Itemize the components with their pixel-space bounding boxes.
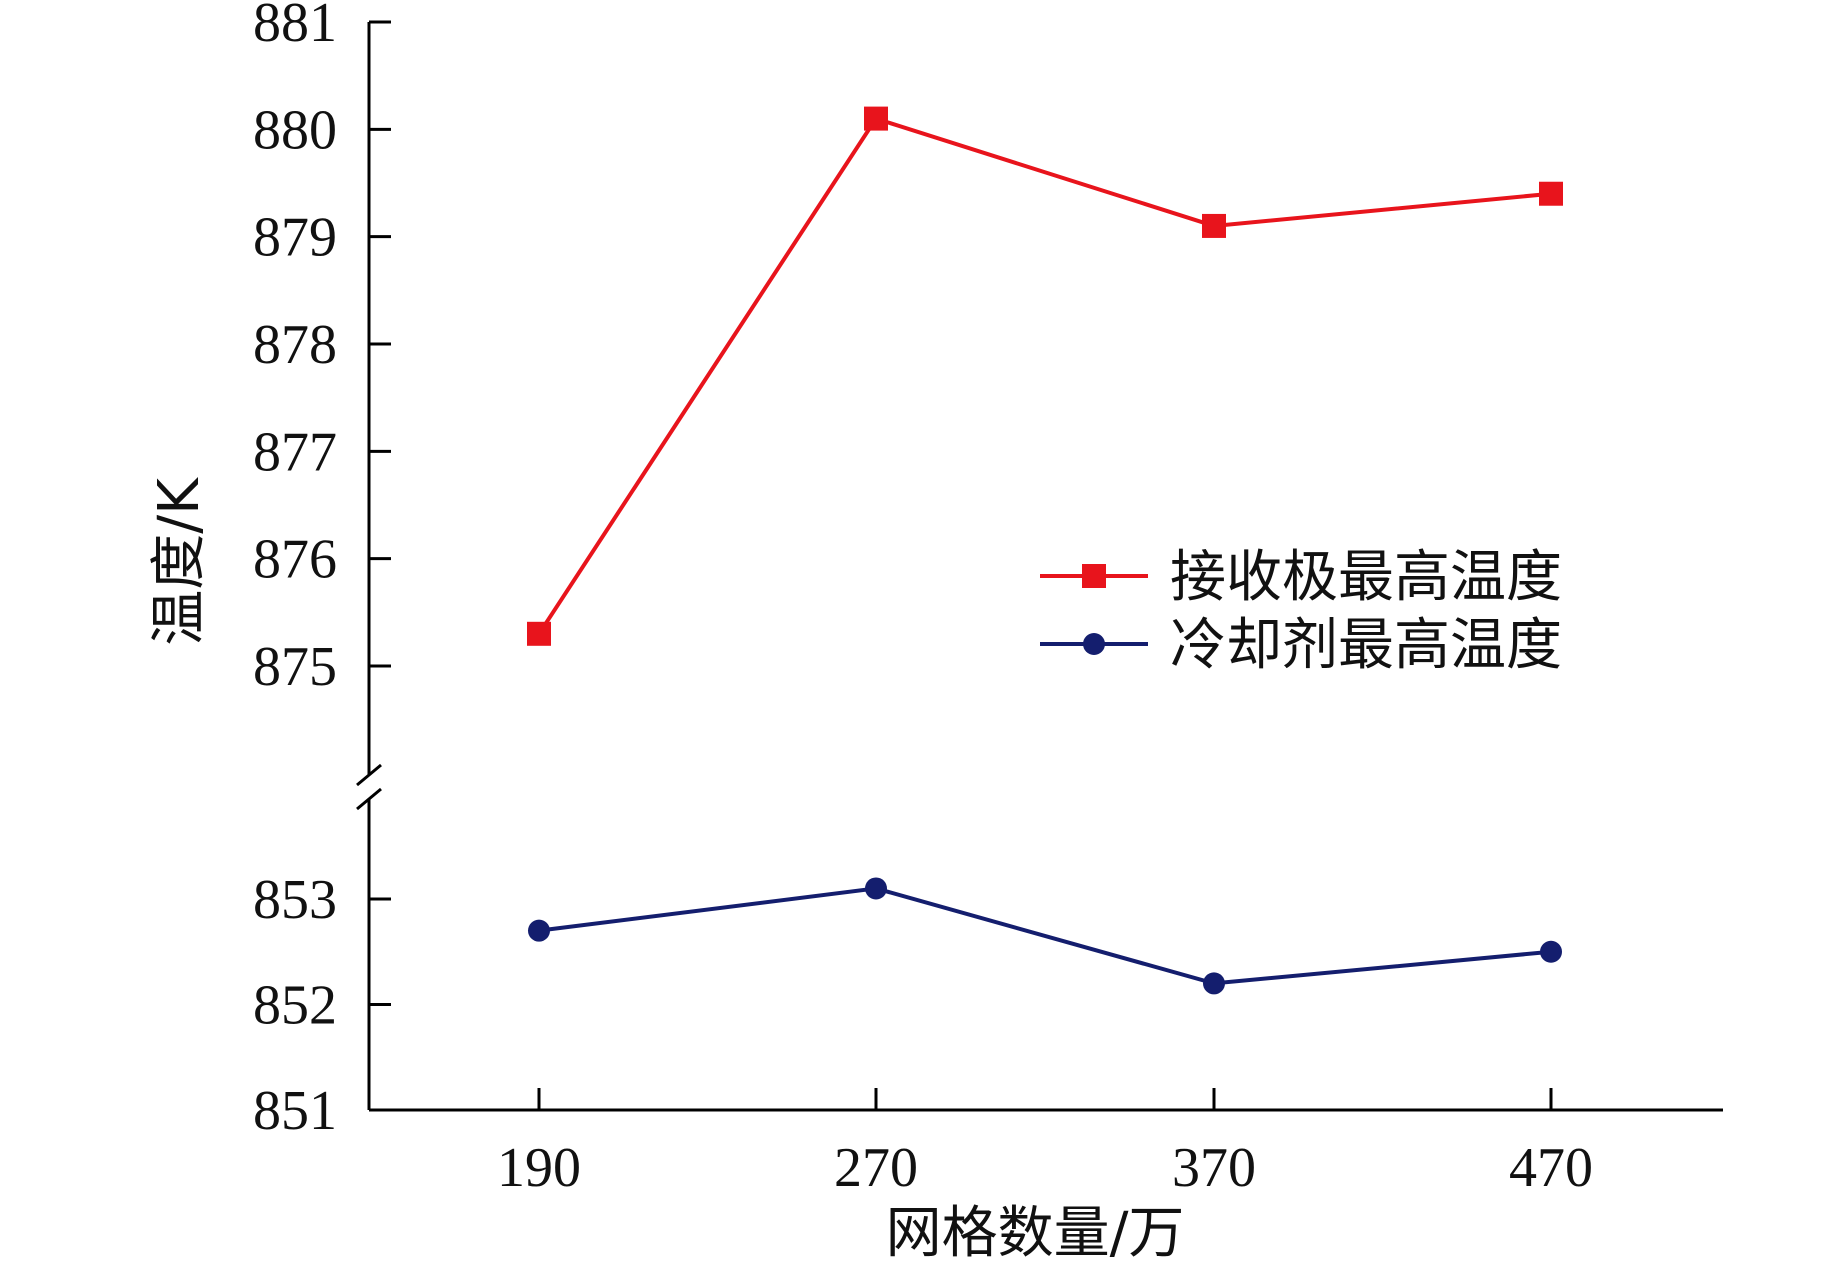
legend-marker — [1082, 564, 1106, 588]
y-tick-label: 878 — [253, 314, 337, 376]
y-tick-label: 851 — [253, 1080, 337, 1142]
legend-marker — [1083, 633, 1105, 655]
axes — [356, 22, 1723, 1112]
y-tick-label: 875 — [253, 636, 337, 698]
data-point — [527, 621, 551, 646]
data-point — [1202, 213, 1226, 238]
legend-label: 接收极最高温度 — [1170, 545, 1562, 610]
x-tick-label: 370 — [1172, 1137, 1256, 1199]
axis-break-mark — [356, 763, 382, 787]
data-point — [1539, 181, 1563, 206]
series-line — [537, 116, 1552, 635]
data-point — [864, 106, 888, 131]
data-point — [1203, 972, 1225, 995]
y-tick-label: 852 — [253, 975, 337, 1037]
data-point — [528, 919, 550, 942]
legend-entry: 接收极最高温度 — [1040, 545, 1562, 610]
y-axis-title: 温度/K — [147, 477, 212, 646]
y-tick-label: 880 — [253, 99, 337, 161]
series-layer — [527, 106, 1563, 995]
tick-marks: 875 876 877 878 879 880 881 851 852 853 190 270 370 4… — [253, 0, 1593, 1199]
axis-break-mark — [356, 787, 382, 811]
series-2 — [528, 877, 1562, 995]
y-tick-label: 876 — [253, 529, 337, 591]
series-line — [538, 886, 1552, 986]
y-tick-label: 877 — [253, 421, 337, 483]
y-tick-label: 853 — [253, 869, 337, 931]
y-tick-label: 879 — [253, 207, 337, 269]
legend-label: 冷却剂最高温度 — [1170, 613, 1562, 678]
series-1 — [527, 106, 1563, 646]
data-point — [1540, 940, 1562, 963]
x-axis-title: 网格数量/万 — [886, 1201, 1185, 1266]
x-tick-label: 470 — [1509, 1137, 1593, 1199]
data-point — [865, 877, 887, 900]
x-tick-label: 270 — [834, 1137, 918, 1199]
x-tick-label: 190 — [497, 1137, 581, 1199]
y-tick-label: 881 — [253, 0, 337, 54]
legend-entry: 冷却剂最高温度 — [1040, 613, 1562, 678]
